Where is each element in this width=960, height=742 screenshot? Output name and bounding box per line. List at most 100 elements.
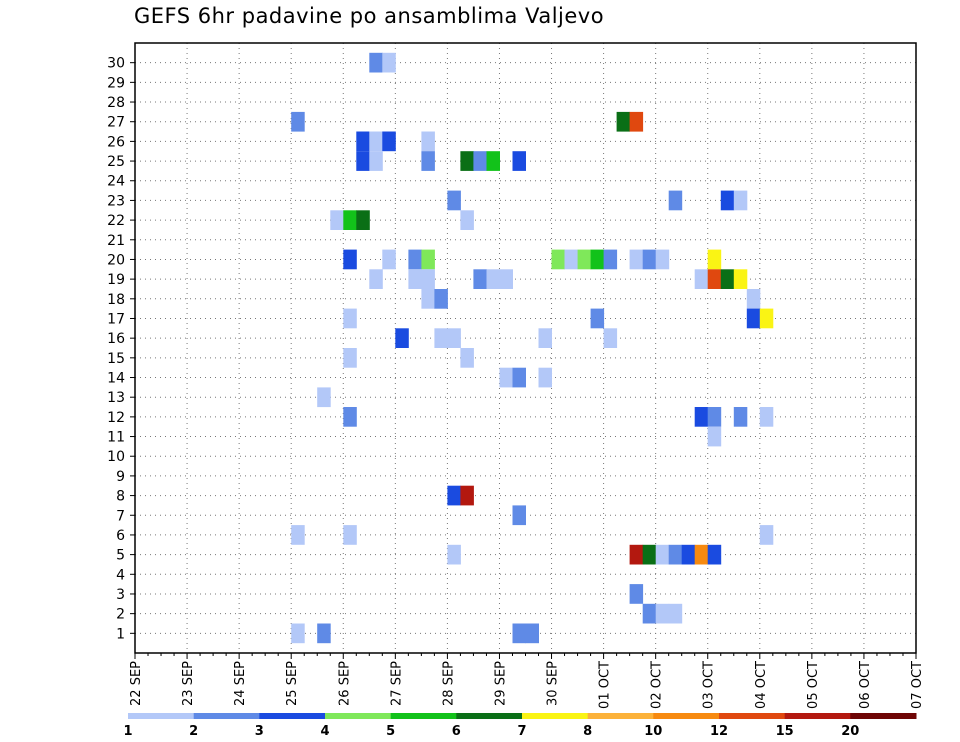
heatmap-cell (421, 151, 435, 171)
colorbar-segment (719, 713, 786, 719)
heatmap-cell (473, 151, 487, 171)
heatmap-cell (369, 151, 383, 171)
y-tick-label: 17 (107, 311, 125, 327)
heatmap-cell (720, 269, 735, 289)
y-tick-label: 18 (107, 292, 125, 308)
heatmap-cell (564, 249, 578, 270)
heatmap-cell (694, 544, 709, 565)
colorbar-label: 8 (583, 724, 592, 739)
heatmap-cell (369, 269, 383, 289)
heatmap-cell (759, 308, 774, 329)
heatmap-cell (525, 623, 539, 644)
heatmap-cell (538, 328, 552, 348)
y-tick-label: 27 (107, 115, 125, 131)
y-tick-label: 5 (116, 548, 125, 564)
heatmap-cell (629, 111, 644, 132)
heatmap-cell (382, 52, 396, 73)
colorbar-segment (456, 713, 523, 719)
colorbar-segment (390, 713, 457, 719)
y-tick-label: 3 (116, 587, 125, 603)
heatmap-cell (655, 603, 670, 624)
heatmap-cell (369, 52, 383, 73)
colorbar-label: 20 (841, 724, 859, 739)
x-tick-label: 01 OCT (598, 661, 613, 709)
heatmap-cell (538, 367, 552, 388)
heatmap-cell (707, 426, 722, 447)
colorbar-label: 12 (710, 724, 728, 739)
colorbar-label: 4 (320, 724, 329, 739)
heatmap-cell (746, 308, 761, 329)
y-tick-label: 7 (116, 508, 125, 524)
colorbar-segment (522, 713, 589, 719)
colorbar-segment (259, 713, 326, 719)
heatmap-cell (707, 407, 722, 427)
y-tick-label: 26 (107, 134, 125, 150)
heatmap-cell (668, 190, 683, 211)
heatmap-cell (629, 249, 644, 270)
heatmap-cell (460, 210, 474, 230)
heatmap-cell (408, 249, 422, 270)
colorbar-label: 7 (517, 724, 526, 739)
y-tick-label: 28 (107, 95, 125, 111)
heatmap-cell (642, 544, 657, 565)
heatmap-cell (343, 407, 357, 427)
y-tick-label: 14 (107, 371, 125, 387)
heatmap-cell (668, 544, 683, 565)
heatmap-cell (421, 249, 435, 270)
heatmap-cell (486, 269, 500, 289)
y-tick-label: 6 (116, 528, 125, 544)
x-tick-label: 23 SEP (181, 661, 196, 706)
colorbar-label: 1 (123, 724, 132, 739)
heatmap-cell (746, 289, 761, 309)
y-tick-label: 10 (107, 449, 125, 465)
heatmap-cell (460, 485, 474, 506)
x-tick-label: 02 OCT (650, 661, 665, 709)
heatmap-cell (473, 269, 487, 289)
heatmap-cell (551, 249, 565, 270)
heatmap-cell (642, 249, 657, 270)
heatmap-cell (447, 190, 461, 211)
heatmap-cell (421, 289, 435, 309)
x-tick-label: 24 SEP (233, 661, 248, 706)
y-tick-label: 22 (107, 213, 125, 229)
heatmap-cell (369, 131, 383, 152)
heatmap-cell (343, 210, 357, 230)
y-tick-label: 29 (107, 75, 125, 91)
heatmap-cell (512, 151, 526, 171)
heatmap-cell (434, 289, 448, 309)
heatmap-cell (512, 367, 526, 388)
heatmap-cell (759, 525, 774, 545)
heatmap-cell (720, 190, 735, 211)
heatmap-cell (759, 407, 774, 427)
heatmap-cell (447, 485, 461, 506)
heatmap-cell (499, 269, 513, 289)
y-tick-label: 23 (107, 193, 125, 209)
heatmap-cell (733, 407, 748, 427)
heatmap-cell (421, 269, 435, 289)
heatmap-cell (590, 249, 605, 270)
x-tick-label: 30 SEP (546, 661, 561, 706)
heatmap-cell (603, 249, 618, 270)
heatmap-cell (356, 151, 370, 171)
heatmap-cell (694, 269, 709, 289)
colorbar-segment (587, 713, 654, 719)
heatmap-cell (382, 249, 396, 270)
heatmap-cell (590, 308, 605, 329)
heatmap-cell (460, 151, 474, 171)
colorbar-segment (653, 713, 720, 719)
y-tick-label: 8 (116, 489, 125, 505)
y-tick-label: 19 (107, 272, 125, 288)
colorbar-label: 15 (776, 724, 794, 739)
colorbar-label: 6 (452, 724, 461, 739)
heatmap-cell (460, 348, 474, 368)
y-tick-label: 13 (107, 390, 125, 406)
colorbar-label: 2 (189, 724, 198, 739)
heatmap-cell (447, 544, 461, 565)
heatmap-cell (512, 505, 526, 526)
colorbar-segment (850, 713, 917, 719)
heatmap-cell (343, 525, 357, 545)
y-tick-label: 20 (107, 252, 125, 268)
plot-frame (134, 42, 917, 654)
heatmap-cell (655, 544, 670, 565)
